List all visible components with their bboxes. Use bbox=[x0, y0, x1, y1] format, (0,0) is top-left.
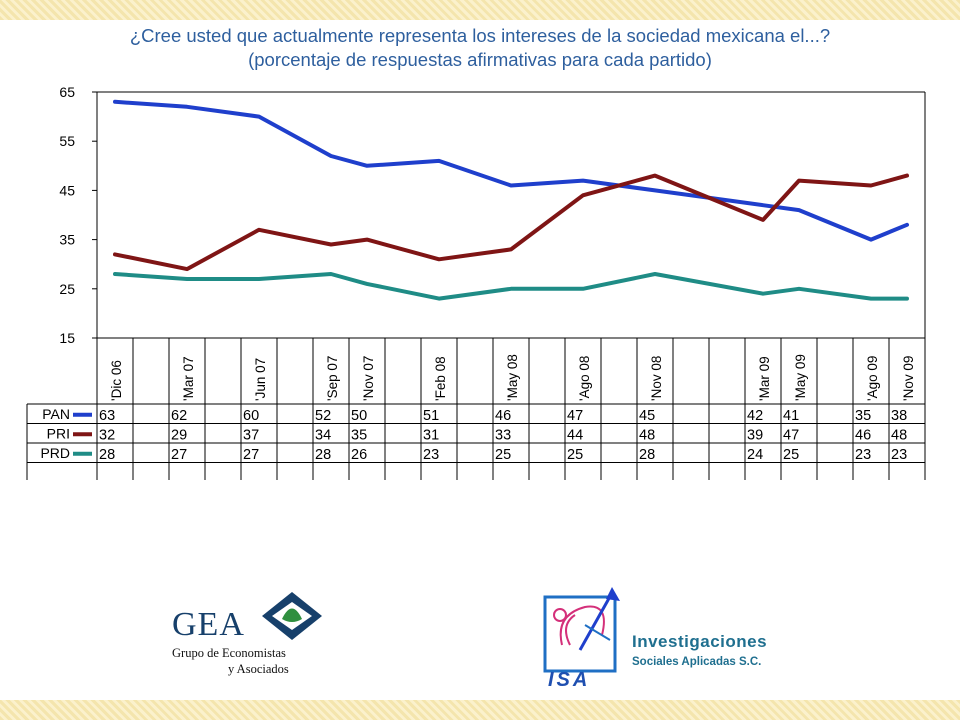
data-table-cell: 27 bbox=[243, 447, 259, 463]
data-table-cell: 24 bbox=[747, 447, 763, 463]
x-tick-label: 'Dic 06 bbox=[109, 360, 124, 401]
data-table-cell: 25 bbox=[495, 447, 511, 463]
x-tick-label: 'May 09 bbox=[793, 354, 808, 401]
isa-logo: ISA Investigaciones Sociales Aplicadas S… bbox=[540, 585, 800, 695]
data-table-cell: 25 bbox=[567, 447, 583, 463]
data-table-cell: 23 bbox=[891, 447, 907, 463]
x-tick-label: 'Ago 08 bbox=[577, 356, 592, 401]
data-table-cell: 48 bbox=[891, 427, 907, 443]
gea-subtitle-line-1: Grupo de Economistas bbox=[172, 646, 286, 660]
data-table-cell: 29 bbox=[171, 427, 187, 443]
legend-label-prd: PRD bbox=[40, 445, 70, 461]
data-table-cell: 41 bbox=[783, 408, 799, 424]
x-tick-label: 'Nov 07 bbox=[361, 356, 376, 401]
data-table-cell: 38 bbox=[891, 408, 907, 424]
isa-mark: ISA bbox=[548, 669, 591, 691]
data-table-cell: 63 bbox=[99, 408, 115, 424]
x-tick-label: 'Ago 09 bbox=[865, 356, 880, 401]
series-line-pri bbox=[113, 173, 909, 272]
y-tick-label: 55 bbox=[59, 133, 75, 149]
y-tick-label: 35 bbox=[59, 232, 75, 248]
data-table-cell: 44 bbox=[567, 427, 583, 443]
line-chart: 15 25 35 45 55 65 'Dic 06 'Mar 07 'Jun 07 'Sep 07… bbox=[26, 84, 926, 480]
data-table-cell: 60 bbox=[243, 408, 259, 424]
data-table-cell: 26 bbox=[351, 447, 367, 463]
data-table-cell: 31 bbox=[423, 427, 439, 443]
data-table-cell: 42 bbox=[747, 408, 763, 424]
data-table-cell: 62 bbox=[171, 408, 187, 424]
data-table-cell: 28 bbox=[99, 447, 115, 463]
data-table-cell: 28 bbox=[315, 447, 331, 463]
data-table-cell: 27 bbox=[171, 447, 187, 463]
x-tick-label: 'May 08 bbox=[505, 354, 520, 401]
x-tick-label: 'Feb 08 bbox=[433, 356, 448, 401]
gea-name: GEA bbox=[172, 606, 245, 643]
data-table-cell: 45 bbox=[639, 408, 655, 424]
data-table-cell: 37 bbox=[243, 427, 259, 443]
x-tick-label: 'Nov 09 bbox=[901, 356, 916, 401]
data-table-cell: 48 bbox=[639, 427, 655, 443]
gea-logo: GEA Grupo de Economistas y Asociados bbox=[170, 590, 322, 680]
data-table-cell: 39 bbox=[747, 427, 763, 443]
y-tick-label: 45 bbox=[59, 182, 75, 198]
y-tick-label: 65 bbox=[59, 84, 75, 100]
series-line-pan bbox=[113, 99, 909, 242]
data-table-cell: 47 bbox=[567, 408, 583, 424]
data-table-cell: 35 bbox=[855, 408, 871, 424]
chart-title-line-1: ¿Cree usted que actualmente representa l… bbox=[129, 25, 831, 46]
gea-emblem-icon bbox=[262, 592, 322, 640]
bottom-decorative-band bbox=[0, 700, 960, 720]
top-decorative-band bbox=[0, 0, 960, 20]
data-table-cell: 32 bbox=[99, 427, 115, 443]
data-table-cell: 28 bbox=[639, 447, 655, 463]
chart-title: ¿Cree usted que actualmente representa l… bbox=[30, 24, 930, 72]
data-table-cell: 47 bbox=[783, 427, 799, 443]
data-table-cell: 23 bbox=[423, 447, 439, 463]
isa-name-line-2: Sociales Aplicadas S.C. bbox=[632, 656, 762, 668]
data-table-cell: 51 bbox=[423, 408, 439, 424]
data-table-cell: 34 bbox=[315, 427, 331, 443]
isa-name-line-1: Investigaciones bbox=[632, 632, 768, 651]
x-tick-label: 'Jun 07 bbox=[253, 358, 268, 401]
data-table-cell: 46 bbox=[855, 427, 871, 443]
x-tick-label: 'Mar 07 bbox=[181, 356, 196, 401]
data-table-cell: 50 bbox=[351, 408, 367, 424]
series-line-prd bbox=[113, 272, 909, 301]
x-tick-label: 'Mar 09 bbox=[757, 356, 772, 401]
gea-subtitle-line-2: y Asociados bbox=[228, 662, 289, 676]
data-table-cell: 25 bbox=[783, 447, 799, 463]
x-tick-label: 'Sep 07 bbox=[325, 356, 340, 401]
data-table-cell: 46 bbox=[495, 408, 511, 424]
data-table-cell: 23 bbox=[855, 447, 871, 463]
data-table-cell: 52 bbox=[315, 408, 331, 424]
legend-label-pan: PAN bbox=[42, 406, 70, 422]
data-table-cell: 33 bbox=[495, 427, 511, 443]
x-tick-label: 'Nov 08 bbox=[649, 356, 664, 401]
y-tick-label: 25 bbox=[59, 281, 75, 297]
data-table-cell: 35 bbox=[351, 427, 367, 443]
isa-emblem-icon bbox=[543, 587, 620, 673]
y-tick-label: 15 bbox=[59, 330, 75, 346]
legend-label-pri: PRI bbox=[47, 425, 70, 441]
chart-title-line-2: (porcentaje de respuestas afirmativas pa… bbox=[248, 49, 712, 70]
